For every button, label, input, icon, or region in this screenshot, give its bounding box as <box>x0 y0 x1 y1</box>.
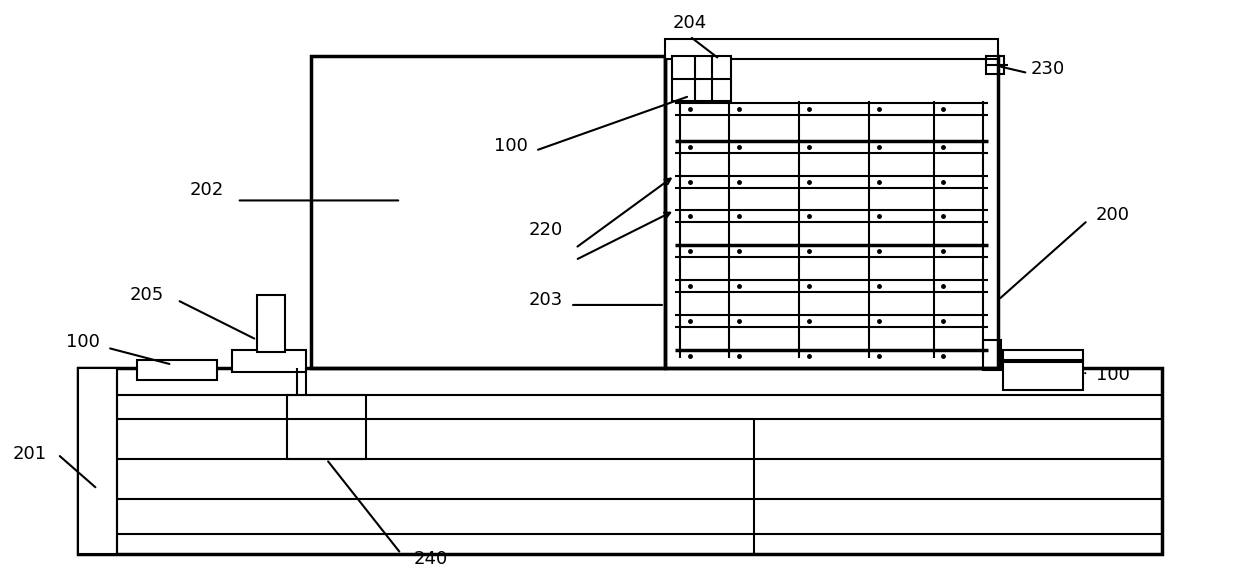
Bar <box>286 394 367 459</box>
Text: 100: 100 <box>66 333 99 351</box>
Bar <box>138 360 217 380</box>
Bar <box>984 340 1001 370</box>
Bar <box>1004 360 1083 390</box>
Bar <box>78 367 1162 554</box>
Bar <box>78 367 118 554</box>
Text: 204: 204 <box>673 14 706 32</box>
Bar <box>232 350 306 372</box>
Text: 201: 201 <box>12 445 47 463</box>
Text: 100: 100 <box>1095 366 1130 384</box>
Text: 100: 100 <box>493 137 528 155</box>
Text: 205: 205 <box>130 286 165 304</box>
Text: 203: 203 <box>528 291 563 309</box>
Bar <box>1004 350 1083 362</box>
Text: 230: 230 <box>1031 60 1066 78</box>
Text: 220: 220 <box>528 221 563 239</box>
Bar <box>665 56 999 367</box>
Text: 202: 202 <box>190 181 224 200</box>
Bar <box>665 39 999 59</box>
Text: 200: 200 <box>1095 207 1130 224</box>
Text: 240: 240 <box>414 550 449 568</box>
Bar <box>256 295 285 352</box>
Bar <box>311 56 665 367</box>
Bar <box>672 56 731 101</box>
Bar <box>986 56 1004 74</box>
